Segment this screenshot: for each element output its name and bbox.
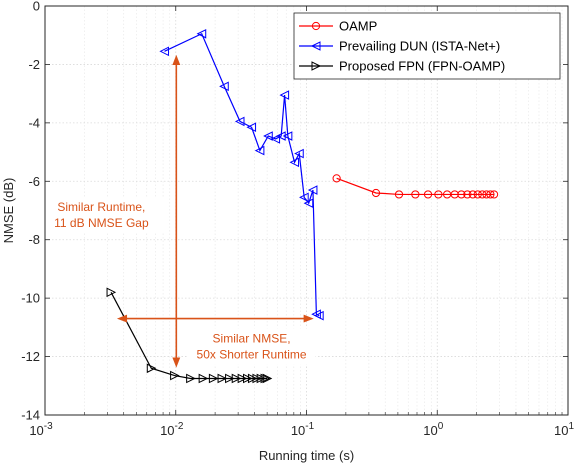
annotation-text-line: 50x Shorter Runtime bbox=[197, 347, 307, 361]
fpn-marker bbox=[208, 373, 219, 384]
x-axis-label: Running time (s) bbox=[259, 448, 354, 463]
series-2 bbox=[106, 287, 273, 384]
oamp-marker bbox=[489, 190, 499, 199]
legend-entry-label: Prevailing DUN (ISTA-Net+) bbox=[339, 39, 500, 54]
dun-marker bbox=[159, 46, 169, 57]
legend-entry-label: Proposed FPN (FPN-OAMP) bbox=[339, 59, 505, 74]
dun-marker bbox=[276, 131, 286, 141]
oamp-marker bbox=[371, 188, 381, 198]
y-tick-label: -4 bbox=[28, 115, 40, 130]
x-tick-label-exponent: -3 bbox=[44, 421, 53, 432]
oamp-marker bbox=[394, 190, 404, 199]
dun-marker bbox=[246, 122, 257, 133]
dun-marker bbox=[254, 145, 265, 156]
y-tick-label: 0 bbox=[33, 0, 40, 14]
fpn-marker bbox=[237, 373, 248, 384]
dun-marker bbox=[307, 185, 318, 195]
legend: OAMP Prevailing DUN (ISTA-Net+) Proposed F… bbox=[293, 12, 561, 80]
oamp-marker bbox=[473, 190, 482, 199]
x-tick-label-base: 10 bbox=[554, 423, 568, 438]
annotation-text-line: Similar Runtime, bbox=[57, 200, 145, 214]
oamp-marker bbox=[423, 190, 433, 199]
dun-marker bbox=[270, 134, 281, 144]
fpn-marker bbox=[225, 373, 235, 384]
fpn-marker bbox=[262, 373, 273, 384]
fpn-marker bbox=[198, 373, 209, 384]
annotation-layer: Similar Runtime, 11 dB NMSE Gap Similar NM… bbox=[37, 54, 316, 368]
dun-marker bbox=[282, 131, 293, 141]
y-axis-label: NMSE (dB) bbox=[1, 178, 16, 244]
fpn-marker bbox=[243, 373, 253, 384]
y-tick-label: -14 bbox=[21, 408, 40, 423]
y-tick-label: -6 bbox=[28, 174, 40, 189]
arrow-head bbox=[172, 357, 181, 368]
x-tick-label: 101 bbox=[554, 421, 574, 438]
oamp-marker bbox=[457, 190, 466, 199]
x-tick-label-exponent: -1 bbox=[305, 421, 314, 432]
legend-entry-label: OAMP bbox=[339, 19, 377, 34]
dun-marker bbox=[234, 116, 245, 127]
fpn-marker bbox=[170, 370, 180, 381]
dun-marker bbox=[289, 157, 300, 168]
y-tick-label: -2 bbox=[28, 57, 40, 72]
oamp-marker bbox=[332, 174, 341, 183]
dun-marker bbox=[294, 148, 304, 159]
dun-marker bbox=[314, 310, 324, 321]
oamp-marker bbox=[468, 190, 477, 199]
y-tick-label: -10 bbox=[21, 291, 40, 306]
x-tick-label-base: 10 bbox=[29, 423, 43, 438]
y-tick-label: -12 bbox=[21, 349, 40, 364]
dun-marker bbox=[310, 41, 321, 51]
x-tick-label-base: 10 bbox=[160, 423, 174, 438]
x-tick-label-exponent: 0 bbox=[438, 421, 444, 432]
dun-marker bbox=[299, 192, 309, 203]
x-tick-label: 100 bbox=[423, 421, 443, 438]
oamp-marker bbox=[434, 190, 443, 199]
oamp-marker bbox=[411, 190, 420, 199]
fpn-marker bbox=[247, 373, 258, 384]
arrow-head bbox=[116, 314, 128, 323]
annotation-text-background bbox=[187, 328, 316, 365]
arrow-head bbox=[172, 54, 181, 65]
fpn-marker bbox=[217, 373, 228, 384]
dun-marker bbox=[303, 198, 314, 209]
series-layer bbox=[106, 28, 499, 384]
fpn-marker bbox=[231, 373, 242, 384]
x-tick-label: 10-1 bbox=[291, 421, 315, 438]
annotation-text-line: 11 dB NMSE Gap bbox=[54, 216, 149, 230]
oamp-marker bbox=[478, 190, 487, 199]
fpn-marker bbox=[106, 287, 117, 298]
oamp-marker bbox=[463, 190, 472, 199]
x-tick-label: 10-3 bbox=[29, 421, 53, 438]
dun-marker bbox=[263, 131, 273, 141]
x-tick-label: 10-2 bbox=[160, 421, 184, 438]
dun-marker bbox=[219, 81, 229, 92]
x-tick-label-exponent: -2 bbox=[175, 421, 184, 432]
oamp-marker bbox=[450, 190, 459, 199]
fpn-marker bbox=[311, 61, 322, 71]
annotation-text: Similar NMSE, 50x Shorter Runtime bbox=[197, 331, 307, 361]
dun-marker bbox=[279, 90, 290, 100]
y-tick-label: -8 bbox=[28, 232, 40, 247]
dun-marker bbox=[196, 28, 207, 39]
fpn-marker bbox=[260, 373, 271, 384]
legend-box bbox=[293, 12, 561, 80]
oamp-marker bbox=[311, 21, 321, 31]
oamp-marker bbox=[486, 190, 495, 199]
series-0 bbox=[332, 174, 499, 199]
annotation-text: Similar Runtime, 11 dB NMSE Gap bbox=[54, 200, 149, 230]
fpn-marker bbox=[146, 363, 157, 374]
annotation-text-line: Similar NMSE, bbox=[213, 331, 291, 345]
series-1 bbox=[159, 28, 324, 321]
x-tick-label-exponent: 1 bbox=[568, 421, 574, 432]
x-tick-label-base: 10 bbox=[423, 423, 437, 438]
fpn-marker bbox=[186, 373, 196, 384]
arrow-head bbox=[303, 314, 314, 323]
annotation-text-background bbox=[37, 196, 166, 233]
x-tick-label-base: 10 bbox=[291, 423, 305, 438]
